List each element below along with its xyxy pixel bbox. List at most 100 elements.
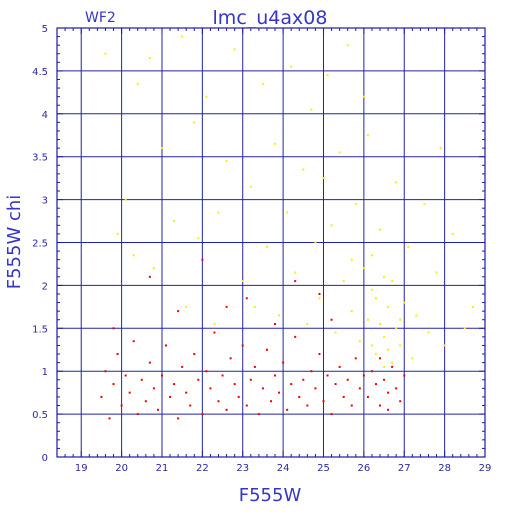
x-tick-label: 21 xyxy=(156,463,169,474)
red-point xyxy=(330,413,333,416)
red-point xyxy=(136,413,139,416)
yellow-point xyxy=(261,82,264,85)
yellow-point xyxy=(379,323,382,326)
red-point xyxy=(213,331,216,334)
data-points xyxy=(100,35,474,420)
red-point xyxy=(221,374,224,377)
yellow-point xyxy=(395,181,398,184)
red-point xyxy=(120,404,123,407)
red-point xyxy=(116,353,119,356)
red-point xyxy=(205,370,208,373)
yellow-point xyxy=(116,232,119,235)
red-point xyxy=(346,378,349,381)
red-point xyxy=(217,400,220,403)
red-point xyxy=(354,357,357,360)
yellow-point xyxy=(399,318,402,321)
red-point xyxy=(237,395,240,398)
x-tick-labels: 19 20 21 22 23 24 25 26 27 28 29 xyxy=(75,463,492,474)
yellow-point xyxy=(241,280,244,283)
red-point xyxy=(225,408,228,411)
red-point xyxy=(160,374,163,377)
y-tick-label: 3.5 xyxy=(32,153,48,164)
yellow-point xyxy=(205,95,208,98)
red-point xyxy=(197,378,200,381)
y-tick-label: 3 xyxy=(42,196,48,207)
red-point xyxy=(233,383,236,386)
y-tick-label: 1.5 xyxy=(32,324,48,335)
red-point xyxy=(330,318,333,321)
y-tick-label: 4.5 xyxy=(32,67,48,78)
red-point xyxy=(326,374,329,377)
red-point xyxy=(148,361,151,364)
yellow-point xyxy=(152,267,155,270)
y-tick-label: 5 xyxy=(42,24,48,35)
yellow-point xyxy=(411,357,414,360)
red-point xyxy=(318,292,321,295)
yellow-point xyxy=(225,159,228,162)
red-point xyxy=(128,391,131,394)
red-point xyxy=(294,335,297,338)
yellow-point xyxy=(471,305,474,308)
x-tick-label: 19 xyxy=(75,463,88,474)
x-tick-label: 23 xyxy=(236,463,249,474)
red-point xyxy=(177,310,180,313)
yellow-point xyxy=(185,305,188,308)
red-point xyxy=(112,327,115,330)
red-point xyxy=(286,408,289,411)
yellow-point xyxy=(310,108,313,111)
red-point xyxy=(253,365,256,368)
y-tick-label: 1 xyxy=(42,367,48,378)
red-point xyxy=(201,258,204,261)
red-point xyxy=(395,387,398,390)
red-point xyxy=(104,370,107,373)
red-point xyxy=(342,395,345,398)
yellow-point xyxy=(342,280,345,283)
yellow-point xyxy=(124,198,127,201)
red-point xyxy=(302,378,305,381)
yellow-point xyxy=(253,305,256,308)
yellow-point xyxy=(249,185,252,188)
red-point xyxy=(173,383,176,386)
red-point xyxy=(241,344,244,347)
red-point xyxy=(374,383,377,386)
red-point xyxy=(387,391,390,394)
x-tick-label: 26 xyxy=(358,463,371,474)
yellow-point xyxy=(374,353,377,356)
yellow-point xyxy=(213,323,216,326)
red-point xyxy=(399,400,402,403)
x-tick-label: 20 xyxy=(115,463,128,474)
yellow-point xyxy=(362,95,365,98)
red-point xyxy=(362,374,365,377)
red-point xyxy=(169,395,172,398)
y-tick-label: 2.5 xyxy=(32,239,48,250)
x-tick-label: 28 xyxy=(438,463,451,474)
yellow-point xyxy=(322,177,325,180)
yellow-point xyxy=(387,348,390,351)
red-point xyxy=(350,404,353,407)
x-tick-label: 25 xyxy=(317,463,330,474)
x-tick-label: 27 xyxy=(398,463,411,474)
red-point xyxy=(181,365,184,368)
yellow-point xyxy=(395,327,398,330)
yellow-point xyxy=(326,74,329,77)
yellow-point xyxy=(132,254,135,257)
red-point xyxy=(379,404,382,407)
yellow-point xyxy=(334,331,337,334)
red-point xyxy=(282,361,285,364)
yellow-point xyxy=(366,318,369,321)
red-point xyxy=(209,387,212,390)
red-point xyxy=(298,395,301,398)
red-point xyxy=(383,378,386,381)
red-point xyxy=(310,370,313,373)
yellow-point xyxy=(350,258,353,261)
y-tick-label: 4 xyxy=(42,110,48,121)
yellow-point xyxy=(160,147,163,150)
yellow-point xyxy=(379,228,382,231)
yellow-point xyxy=(383,365,386,368)
red-point xyxy=(132,340,135,343)
chart-title: lmc_u4ax08 xyxy=(213,7,328,29)
red-point xyxy=(112,383,115,386)
yellow-point xyxy=(391,361,394,364)
yellow-point xyxy=(217,211,220,214)
y-tick-label: 0 xyxy=(42,453,48,464)
